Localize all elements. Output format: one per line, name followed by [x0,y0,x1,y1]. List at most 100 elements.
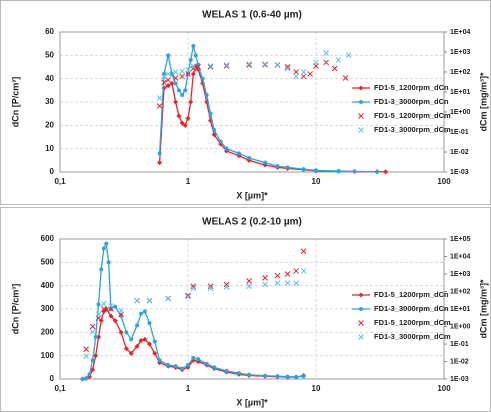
data-point [129,337,134,342]
data-point [188,58,193,62]
data-point [89,323,96,330]
legend-text: FD1-3_3000rpm_dCm [374,332,451,341]
plot-area [59,238,445,380]
data-point [190,71,196,77]
data-point [99,267,104,272]
y-tick-label: 10 [45,144,54,153]
data-point [275,164,280,169]
x-tick-label: 0,1 [54,177,66,186]
y2-tick-label: 1E+03 [450,49,471,56]
data-point [182,122,188,128]
data-point [185,292,191,299]
y2-tick-label: 1E+02 [450,288,471,295]
data-point [173,81,178,86]
data-point [87,372,92,377]
data-point [185,115,191,121]
data-point [90,358,95,363]
data-point [307,71,313,77]
y-tick-label: 600 [41,234,55,243]
data-point [223,62,230,69]
y-tick-label: 0 [50,374,55,383]
data-point [224,368,229,373]
data-point [89,328,96,335]
data-point [100,300,107,307]
data-point [262,275,268,281]
data-point [179,68,185,75]
data-point [190,63,197,69]
data-point [147,321,152,325]
data-point [185,66,191,73]
data-point [345,52,352,58]
data-point [138,338,144,343]
data-point [274,272,281,279]
legend-marker [358,85,364,91]
y2-tick-label: 1E+02 [450,69,471,76]
y2-tick-label: 1E+01 [450,306,471,313]
data-point [263,373,268,378]
data-point [204,93,209,97]
data-point [293,268,300,274]
data-point [142,309,147,314]
data-point [223,281,230,288]
data-point [284,64,291,70]
data-point [247,156,252,160]
data-point [124,330,129,335]
data-point [207,283,214,290]
data-point [275,374,280,379]
data-point [166,363,171,367]
data-point [224,146,229,151]
data-point [284,65,291,72]
y2-tick-label: 1E+04 [450,29,471,36]
data-point [128,350,134,356]
x-tick-label: 100 [437,177,451,186]
data-point [172,75,179,81]
data-point [207,63,214,69]
data-point [165,295,172,302]
data-point [294,374,299,379]
data-point [176,113,182,119]
y2-tick-label: 1E-01 [450,129,469,136]
x-tick-label: 0,1 [54,384,66,393]
data-point [193,53,198,58]
data-point [161,79,167,86]
data-point [246,283,252,290]
data-point [96,302,101,307]
y-tick-label: 30 [45,97,54,106]
y2-tick-label: 1E+05 [450,236,471,243]
data-point [165,83,171,89]
data-point [263,160,268,165]
data-point [208,111,213,116]
legend-marker [359,100,363,104]
data-point [191,44,196,48]
data-point [101,246,106,251]
legend-text: FD1-3_3000rpm_dCn [374,304,449,313]
data-point [165,71,172,77]
y-tick-label: 300 [41,304,55,313]
data-point [212,128,217,132]
data-point [185,71,191,77]
y-tick-label: 100 [41,351,55,360]
y-tick-label: 500 [41,257,55,266]
legend-text: FD1-5_1200rpm_dCn [374,290,449,299]
y2-tick-label: 1E-01 [450,341,469,348]
data-point [314,168,318,173]
data-point [274,280,281,287]
data-point [156,95,163,101]
data-point [301,374,306,379]
data-point [108,313,114,319]
y-axis-label: dCn [P/cm³] [10,284,20,335]
data-point [236,371,241,376]
data-point [200,76,205,81]
data-point [313,59,319,66]
data-point [123,346,129,352]
data-point [157,151,162,156]
data-point [157,358,162,363]
data-point [274,61,281,68]
data-point [152,350,158,356]
data-point [196,357,201,362]
legend-marker [358,334,364,340]
data-point [223,284,230,290]
data-point [335,57,342,63]
data-point [185,293,191,300]
data-point [135,323,140,328]
